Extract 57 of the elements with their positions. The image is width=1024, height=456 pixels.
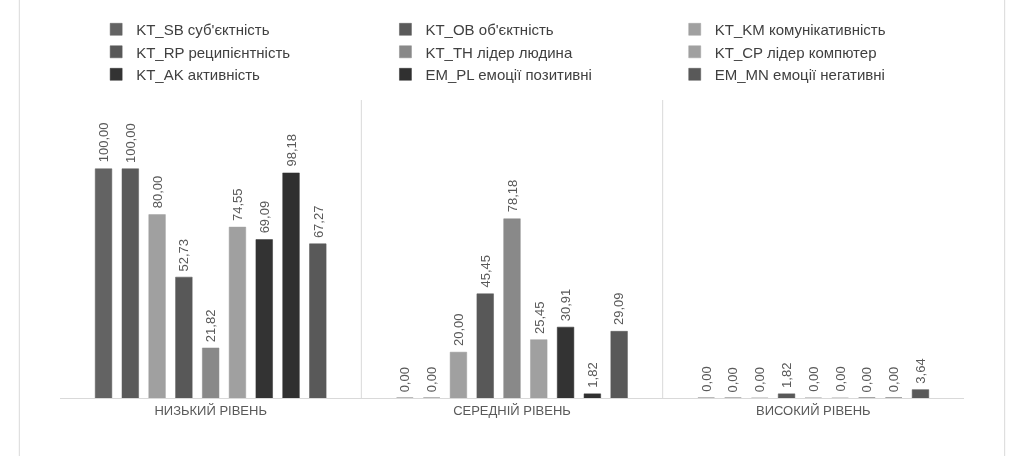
bar [255,239,273,398]
data-label: 0,00 [859,367,875,393]
bar [228,226,247,398]
legend-label: KT_AK активність [136,66,261,84]
data-label: 52,73 [176,238,192,272]
data-label: 80,00 [149,175,165,209]
data-label: 1,82 [779,362,795,388]
data-label: 25,45 [531,301,547,334]
data-label: 0,00 [752,366,768,393]
bar [309,243,327,398]
x-tick-label: СЕРЕДНІЙ РІВЕНЬ [453,402,571,418]
data-label: 0,00 [424,366,440,393]
bar [503,218,521,398]
data-label: 0,00 [725,367,741,393]
data-label: 3,64 [913,358,929,384]
data-label: 74,55 [229,188,245,222]
data-label: 30,91 [557,288,573,322]
bar [911,389,930,398]
data-label: 0,00 [698,366,714,392]
bar [121,168,139,398]
data-label: 69,09 [257,200,273,234]
data-label: 67,27 [310,205,326,239]
legend-label: KT_TH лідер людина [425,43,573,61]
bar [583,393,601,398]
legend-label: KT_KM комунікативність [714,21,886,39]
bar [777,393,796,398]
data-label: 29,09 [611,292,627,325]
legend-label: EM_PL емоції позитивні [425,66,592,84]
data-label: 100,00 [122,123,138,164]
data-label: 0,00 [805,366,821,392]
data-label: 20,00 [450,313,466,347]
legend-label: KT_SB суб'єктність [136,21,270,39]
data-label: 0,00 [886,366,902,393]
bar [94,168,113,398]
data-label: 45,45 [477,254,493,288]
bar [476,293,494,398]
bar [610,331,628,398]
legend-label: KT_OB об'єктність [425,21,554,39]
legend-label: KT_RP реципієнтність [136,43,291,61]
legend-label: KT_CP лідер компютер [714,43,877,61]
bar [530,339,548,398]
x-tick-label: ВИСОКИЙ РІВЕНЬ [756,402,871,418]
bar [449,351,467,398]
x-tick-label: НИЗЬКИЙ РІВЕНЬ [154,402,267,418]
data-label: 0,00 [397,367,413,393]
legend-label: EM_MN емоції негативні [714,66,885,84]
bar [202,347,220,398]
bar [175,276,193,398]
data-label: 100,00 [95,122,111,163]
bar [148,214,166,398]
bar [282,172,300,398]
data-label: 21,82 [203,309,219,343]
bar [557,326,575,398]
data-label: 0,00 [832,366,848,392]
data-label: 1,82 [585,362,601,388]
data-label: 98,18 [283,133,299,167]
data-label: 78,18 [504,179,520,213]
